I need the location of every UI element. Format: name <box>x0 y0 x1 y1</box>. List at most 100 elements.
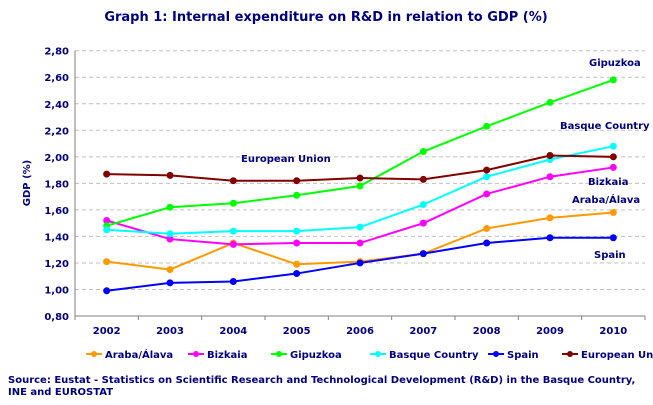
series-labels: Araba/Álava Bizkaia Gipuzkoa Basque Country… <box>241 58 650 261</box>
data-point <box>419 201 427 209</box>
data-point <box>483 173 491 181</box>
data-point <box>483 239 491 247</box>
data-point <box>419 219 427 227</box>
data-point <box>483 190 491 198</box>
y-tick-label: 1,40 <box>44 232 69 243</box>
axes: 0,80 1,00 1,20 1,40 1,60 1,80 2,00 2,20 2,40 2,60… <box>44 47 646 337</box>
data-point <box>483 224 491 232</box>
y-tick-label: 1,60 <box>44 206 69 217</box>
data-point <box>166 203 174 211</box>
data-point <box>483 122 491 130</box>
data-point <box>103 258 111 266</box>
series-european-union <box>103 151 617 185</box>
data-point <box>293 191 301 199</box>
gridlines <box>75 50 645 290</box>
y-tick-label: 2,20 <box>44 126 69 137</box>
data-point <box>356 239 364 247</box>
data-point <box>356 259 364 267</box>
series-spain <box>103 234 617 295</box>
legend-swatch-marker <box>567 351 573 357</box>
series-label: Spain <box>594 250 626 261</box>
y-tick-label: 2,40 <box>44 100 69 111</box>
legend-entry: European Union <box>581 350 653 361</box>
data-point <box>166 279 174 287</box>
x-tick-label: 2010 <box>599 326 627 337</box>
data-point <box>166 266 174 274</box>
x-tick-label: 2002 <box>93 326 121 337</box>
data-point <box>609 76 617 84</box>
data-point <box>419 175 427 183</box>
source-note: Source: Eustat - Statistics on Scientifi… <box>8 375 636 398</box>
data-point <box>356 223 364 231</box>
data-point <box>546 151 554 159</box>
data-point <box>229 240 237 248</box>
data-point <box>483 166 491 174</box>
data-point <box>356 174 364 182</box>
data-point <box>229 177 237 185</box>
y-tick-label: 2,00 <box>44 153 69 164</box>
data-point <box>609 163 617 171</box>
data-point <box>609 153 617 161</box>
data-point <box>356 182 364 190</box>
data-point <box>293 227 301 235</box>
legend-swatch-marker <box>193 351 199 357</box>
series-label: Gipuzkoa <box>589 58 641 69</box>
data-point <box>166 230 174 238</box>
legend-swatch-marker <box>276 351 282 357</box>
data-point <box>166 171 174 179</box>
y-tick-label: 2,80 <box>44 47 69 58</box>
data-point <box>103 226 111 234</box>
data-point <box>546 234 554 242</box>
legend-entry: Bizkaia <box>207 350 247 361</box>
series-basque-country <box>103 142 617 238</box>
legend-swatch-marker <box>493 351 499 357</box>
series-bizkaia <box>103 163 617 248</box>
data-point <box>103 170 111 178</box>
data-point <box>229 199 237 207</box>
y-axis-label: GDP (%) <box>22 160 33 206</box>
y-tick-label: 2,60 <box>44 73 69 84</box>
x-tick-label: 2003 <box>156 326 184 337</box>
data-point <box>419 250 427 258</box>
series-line <box>106 78 614 227</box>
data-point <box>609 209 617 217</box>
data-point <box>546 214 554 222</box>
chart-title: Graph 1: Internal expenditure on R&D in … <box>104 10 547 25</box>
data-point <box>546 173 554 181</box>
series-label: Araba/Álava <box>572 193 640 206</box>
legend-swatch-marker <box>91 351 97 357</box>
legend-entry: Spain <box>507 350 539 361</box>
x-tick-label: 2007 <box>409 326 437 337</box>
legend-swatch-marker <box>375 351 381 357</box>
data-point <box>166 235 174 243</box>
y-tick-label: 0,80 <box>44 312 69 323</box>
series-group <box>103 76 617 295</box>
y-tick-label: 1,00 <box>44 285 69 296</box>
data-point <box>293 260 301 268</box>
legend: Araba/Álava Bizkaia Gipuzkoa Basque Country… <box>86 348 653 361</box>
x-tick-label: 2006 <box>346 326 374 337</box>
x-tick-label: 2005 <box>283 326 311 337</box>
data-point <box>609 234 617 242</box>
x-tick-label: 2008 <box>473 326 501 337</box>
legend-entry: Araba/Álava <box>105 348 173 361</box>
data-point <box>103 216 111 224</box>
x-tick-label: 2004 <box>219 326 247 337</box>
data-point <box>293 177 301 185</box>
legend-entry: Basque Country <box>389 350 479 361</box>
data-point <box>546 98 554 106</box>
data-point <box>609 142 617 150</box>
y-tick-label: 1,80 <box>44 179 69 190</box>
series-label: Basque Country <box>560 121 650 132</box>
data-point <box>229 227 237 235</box>
legend-entry: Gipuzkoa <box>290 350 342 361</box>
data-point <box>419 148 427 156</box>
y-tick-label: 1,20 <box>44 259 69 270</box>
series-label: European Union <box>241 154 331 165</box>
data-point <box>103 287 111 295</box>
data-point <box>229 278 237 286</box>
data-point <box>293 270 301 278</box>
data-point <box>293 239 301 247</box>
